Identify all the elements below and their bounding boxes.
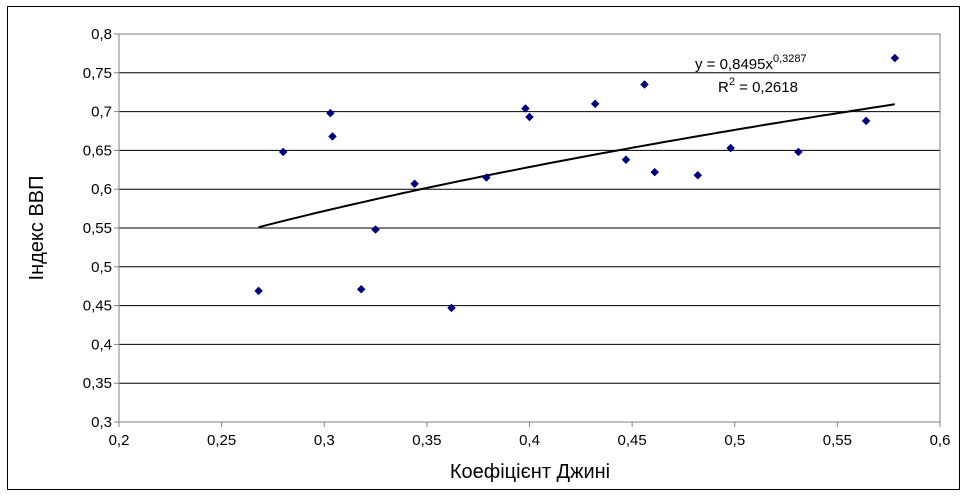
y-tick-label: 0,35 bbox=[83, 375, 112, 392]
data-point bbox=[525, 112, 534, 122]
data-point bbox=[254, 286, 263, 296]
x-axis-ticks: 0,2 0,25 0,3 0,35 0,4 0,45 0,5 0,55 0,6 bbox=[109, 422, 951, 449]
y-tick-label: 0,65 bbox=[83, 142, 112, 159]
y-tick-label: 0,55 bbox=[83, 220, 112, 237]
data-points bbox=[254, 53, 900, 313]
y-tick-label: 0,6 bbox=[91, 181, 112, 198]
x-tick-label: 0,55 bbox=[823, 432, 852, 449]
x-tick-label: 0,35 bbox=[412, 432, 441, 449]
y-tick-label: 0,45 bbox=[83, 298, 112, 315]
data-point bbox=[482, 173, 491, 182]
trendline-equation: y = 0,8495x0,3287 bbox=[695, 53, 807, 73]
data-point bbox=[794, 147, 803, 157]
y-tick-label: 0,8 bbox=[91, 26, 112, 43]
y-axis-title: Індекс ВВП bbox=[26, 176, 48, 281]
data-point bbox=[640, 80, 649, 89]
data-point bbox=[371, 225, 380, 234]
chart-frame bbox=[7, 6, 960, 490]
data-point bbox=[356, 284, 366, 294]
y-tick-label: 0,4 bbox=[91, 336, 112, 353]
data-point bbox=[590, 99, 600, 109]
x-tick-label: 0,45 bbox=[618, 432, 647, 449]
data-point bbox=[328, 132, 337, 141]
data-point bbox=[326, 108, 335, 118]
x-tick-label: 0,4 bbox=[519, 432, 540, 449]
data-point bbox=[447, 303, 456, 313]
data-point bbox=[278, 147, 288, 157]
y-axis-ticks: 0,3 0,35 0,4 0,45 0,5 0,55 0,6 0,65 0,7 0,75 0,8 bbox=[83, 26, 119, 431]
power-trendline bbox=[258, 103, 895, 229]
data-point bbox=[621, 155, 631, 165]
data-point bbox=[693, 170, 703, 180]
data-point bbox=[890, 53, 900, 63]
x-tick-label: 0,6 bbox=[930, 432, 951, 449]
x-tick-label: 0,2 bbox=[109, 432, 130, 449]
y-tick-label: 0,75 bbox=[83, 65, 112, 82]
data-point bbox=[650, 167, 660, 177]
trendline-r-squared: R2 = 0,2618 bbox=[718, 76, 798, 96]
data-point bbox=[726, 143, 735, 153]
x-tick-label: 0,3 bbox=[314, 432, 335, 449]
data-point bbox=[410, 179, 419, 189]
data-point bbox=[521, 104, 530, 113]
y-tick-label: 0,3 bbox=[91, 414, 112, 431]
gridlines bbox=[119, 33, 940, 423]
y-tick-label: 0,5 bbox=[91, 259, 112, 276]
y-tick-label: 0,7 bbox=[91, 104, 112, 121]
x-tick-label: 0,5 bbox=[724, 432, 745, 449]
x-axis-title: Коефіцієнт Джині bbox=[450, 461, 610, 483]
data-point bbox=[861, 116, 871, 126]
x-tick-label: 0,25 bbox=[207, 432, 236, 449]
